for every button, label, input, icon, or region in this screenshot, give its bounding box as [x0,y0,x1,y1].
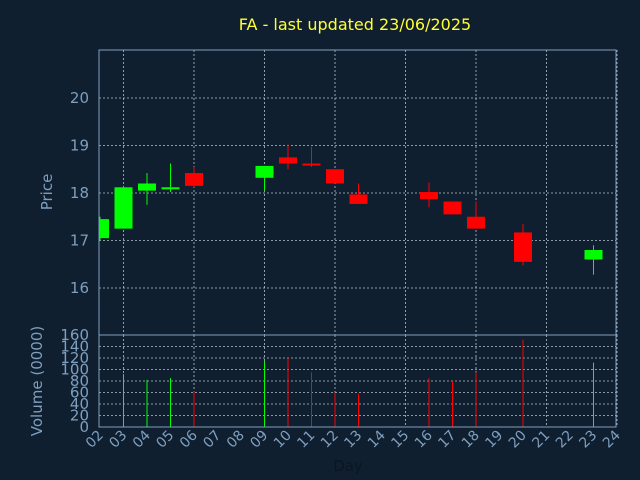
x-tick-label: 06 [177,427,201,451]
volume-tick-label: 160 [60,326,89,344]
price-tick-label: 16 [70,279,89,297]
volume-tick-label: 80 [70,372,89,390]
x-tick-label: 17 [435,428,459,452]
price-tick-label: 18 [70,184,89,202]
candle-body [161,187,180,190]
volume-axis-label: Volume (0000) [28,326,46,436]
x-tick-label: 15 [388,428,412,452]
volume-tick-label: 100 [60,361,89,379]
x-tick-label: 09 [247,428,271,452]
candles-group [99,144,603,275]
x-tick-label: 10 [271,428,295,452]
candle-body [326,169,344,184]
price-grid [99,50,618,335]
candle-body [255,165,274,178]
volume-bars-group [123,339,594,427]
x-axis-label: Day [333,457,363,475]
price-panel-frame [98,49,617,336]
volume-tick-label: 20 [70,407,89,425]
candle-body [138,183,156,191]
candle-body [185,173,203,186]
x-tick-label: 18 [459,428,483,452]
x-tick-label: 22 [553,428,577,452]
x-tick-label: 05 [153,428,177,452]
price-tick-label: 19 [70,137,89,155]
x-tick-label: 07 [200,428,224,452]
volume-tick-label: 140 [60,338,89,356]
x-tick-label: 11 [294,428,318,452]
price-tick-label: 17 [70,232,89,250]
volume-tick-label: 60 [70,384,89,402]
x-tick-label: 03 [106,428,130,452]
candle-body [467,216,485,229]
candle-body [584,250,603,260]
candle-body [349,194,368,204]
candle-body [99,219,109,239]
x-tick-label: 23 [576,428,600,452]
price-y-ticks: 16 17 18 19 20 [70,89,89,297]
x-tick-label: 24 [600,427,624,451]
x-ticks: 02 03 04 05 06 07 08 09 10 11 12 13 14 15 16 17 18 19 20 21… [83,427,624,451]
x-tick-label: 19 [482,428,506,452]
chart-title: FA - last updated 23/06/2025 [239,15,471,34]
x-tick-label: 13 [341,428,365,452]
x-tick-label: 20 [506,428,530,452]
candle-body [443,201,462,215]
candle-body [514,232,532,262]
volume-tick-label: 0 [79,418,89,436]
x-tick-label: 21 [529,428,553,452]
volume-tick-label: 120 [60,349,89,367]
candle-body [420,192,438,200]
price-axis-label: Price [38,174,56,211]
x-tick-label: 04 [130,427,154,451]
candle-body [114,187,133,229]
x-tick-label: 08 [224,428,248,452]
volume-tick-label: 40 [70,395,89,413]
x-tick-label: 14 [365,427,389,451]
candle-body [279,157,297,164]
x-tick-label: 12 [318,428,342,452]
price-tick-label: 20 [70,89,89,107]
x-tick-label: 16 [412,427,436,451]
candle-body [302,163,321,166]
volume-panel-frame [98,334,617,428]
